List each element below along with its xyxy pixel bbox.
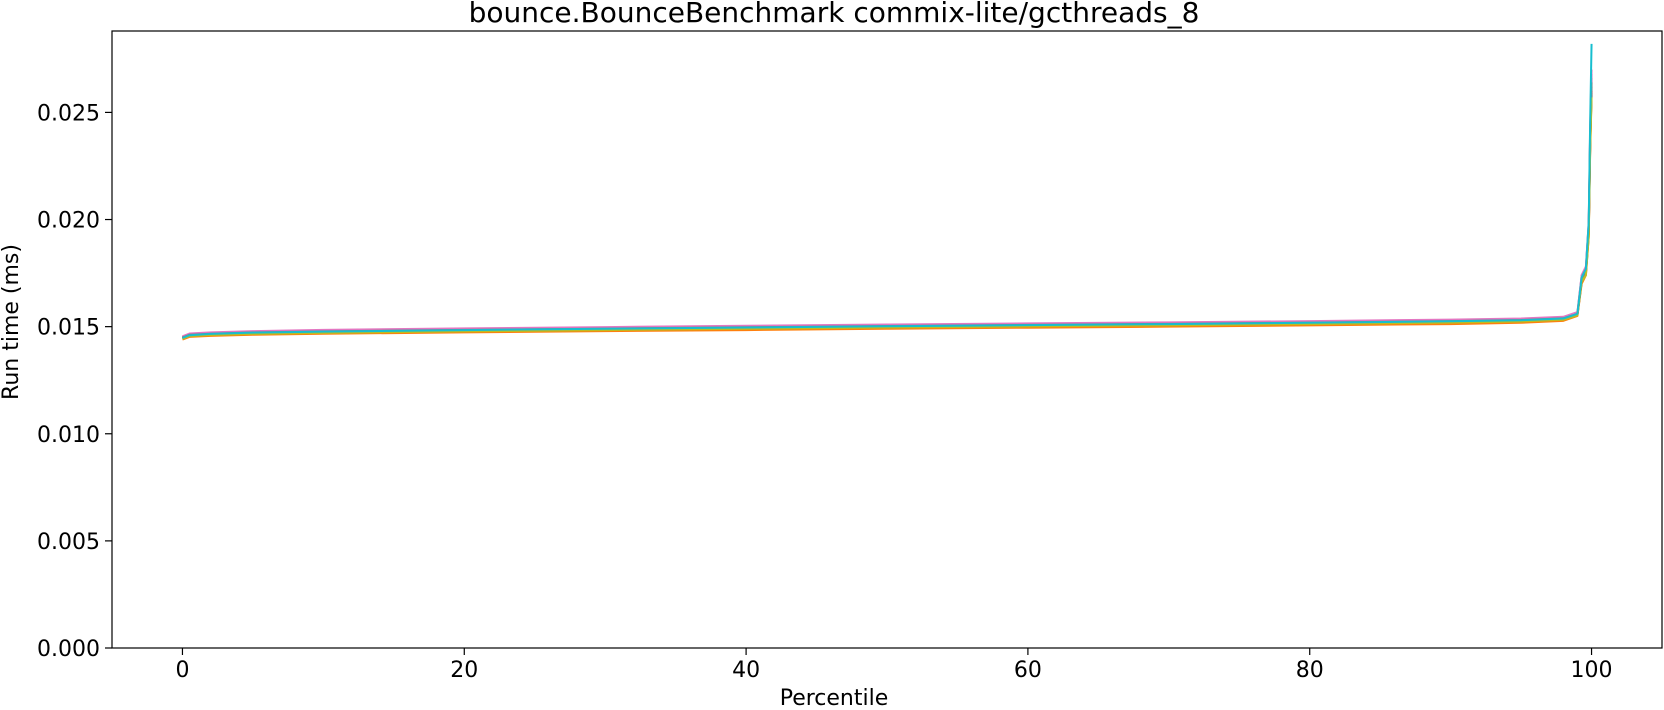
y-axis-title: Run time (ms) [0,244,24,400]
x-tick-label: 60 [1014,658,1042,683]
series-line-1 [182,86,1593,340]
y-axis: 0.000 0.005 0.010 0.015 0.020 0.025 [37,101,112,662]
x-tick-label: 20 [450,658,478,683]
x-tick-label: 40 [732,658,760,683]
y-tick-label: 0.000 [37,637,100,662]
series-line-9 [182,97,1593,340]
plot-frame [111,30,1663,649]
x-axis-title: Percentile [780,686,889,710]
y-tick-label: 0.025 [37,101,100,126]
x-tick-label: 0 [175,658,189,683]
series-line-6 [182,93,1593,340]
series-line-8 [182,82,1593,339]
y-tick-label: 0.005 [37,530,100,555]
series-line-7 [182,69,1593,338]
plot-series-group [182,43,1593,341]
y-tick-label: 0.020 [37,209,100,234]
x-axis: 0 20 40 60 80 100 [175,648,1613,683]
series-line-2 [182,95,1593,341]
series-line-3 [182,78,1593,339]
series-line-5 [182,73,1593,338]
x-tick-label: 80 [1296,658,1324,683]
series-line-4 [182,90,1593,339]
chart-title: bounce.BounceBenchmark commix-lite/gcthr… [469,0,1200,29]
y-tick-label: 0.010 [37,423,100,448]
y-tick-label: 0.015 [37,316,100,341]
x-tick-label: 100 [1571,658,1613,683]
series-line-10 [182,43,1593,339]
